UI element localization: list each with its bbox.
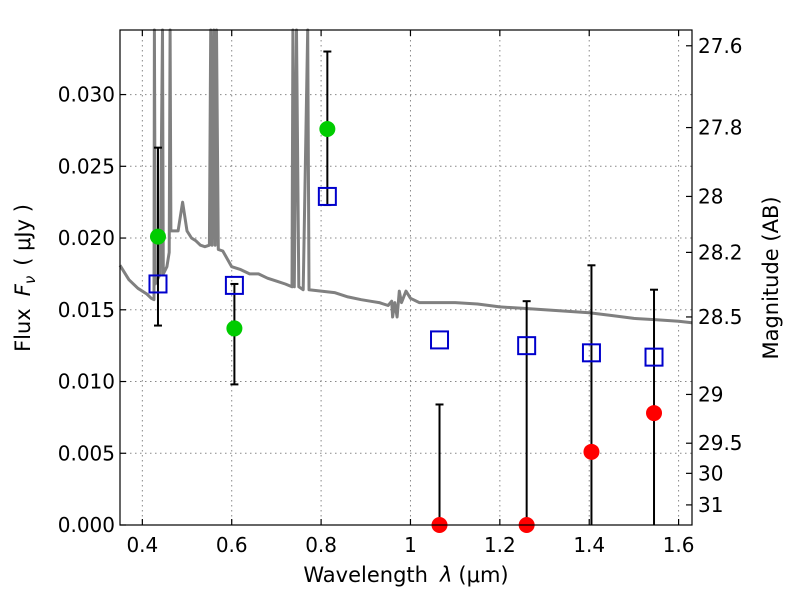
axis-ticks	[120, 30, 692, 526]
detection-point	[319, 121, 336, 137]
magnitude-tick-label: 28.2	[698, 240, 743, 264]
model-photometry-point	[317, 186, 337, 206]
upper-limit-point	[646, 405, 663, 422]
magnitude-tick-label: 30	[698, 461, 723, 485]
x-tick-label: 1.6	[663, 533, 695, 557]
plot-frame	[119, 29, 693, 526]
y-tick-label: 0.020	[58, 226, 115, 250]
y-tick-label: 0.025	[58, 154, 115, 178]
y-tick-label: 0.010	[58, 370, 115, 394]
model-photometry-point	[517, 336, 537, 356]
y-axis-label: FluxFν( μJy )	[11, 204, 39, 352]
model-photometry-point	[148, 274, 168, 294]
model-photometry-point	[644, 347, 664, 367]
y-tick-label: 0.005	[58, 441, 115, 465]
upper-limit-point	[583, 443, 600, 460]
magnitude-axis-label: Magnitude (AB)	[759, 196, 783, 359]
x-tick-label: 1	[404, 533, 417, 557]
magnitude-tick-label: 27.8	[698, 116, 743, 140]
model-photometry-point	[430, 330, 450, 350]
x-tick-label: 1.4	[573, 533, 605, 557]
magnitude-tick-label: 29	[698, 382, 723, 406]
detection-point	[226, 320, 243, 337]
magnitude-tick-label: 28.5	[698, 305, 743, 329]
x-tick-label: 0.4	[126, 533, 158, 557]
model-photometry-point	[224, 275, 244, 295]
x-axis-label: Wavelength λ (μm)	[303, 563, 508, 587]
y-tick-label: 0.030	[58, 83, 115, 107]
magnitude-tick-label: 28	[698, 184, 723, 208]
model-photometry-point	[581, 343, 601, 363]
y-tick-label: 0.015	[58, 298, 115, 322]
magnitude-tick-label: 29.5	[698, 431, 743, 455]
x-tick-label: 0.8	[305, 533, 337, 557]
y-tick-label: 0.000	[58, 513, 115, 537]
magnitude-tick-label: 31	[698, 493, 723, 517]
x-tick-label: 1.2	[484, 533, 516, 557]
magnitude-tick-label: 27.6	[698, 34, 743, 58]
x-tick-label: 0.6	[216, 533, 248, 557]
detection-point	[149, 228, 166, 245]
grid	[120, 30, 692, 526]
series	[118, 28, 693, 325]
template-spectrum-line	[118, 28, 693, 325]
tick-labels: 0.4 0.6 0.8 1 1.2 1.4 1.6 0.000 0.005 0.010 0.015 0…	[58, 34, 743, 557]
